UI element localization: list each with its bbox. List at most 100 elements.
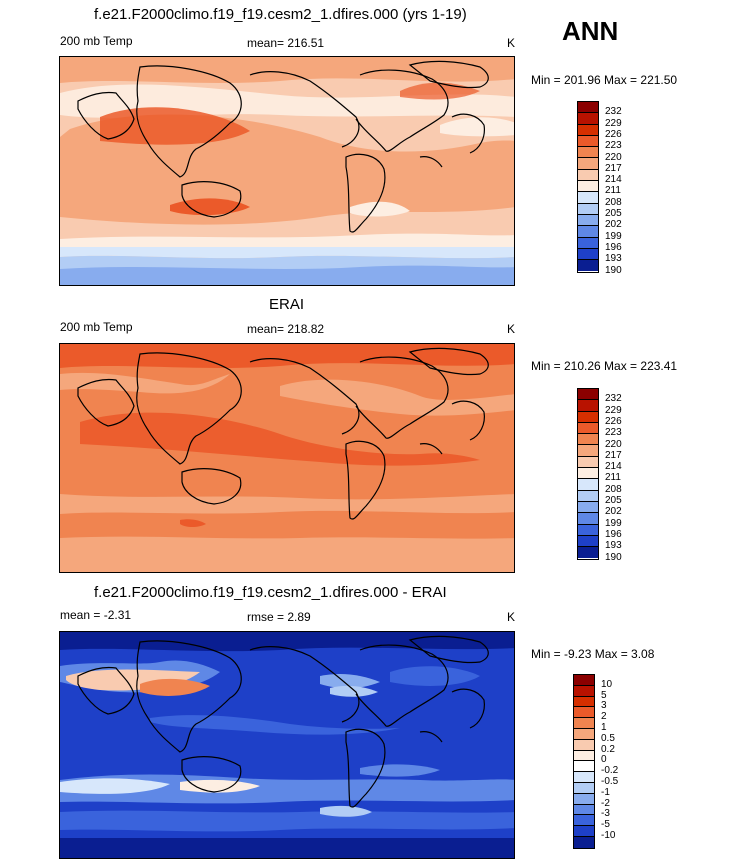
- colorbar-swatch: [578, 468, 598, 480]
- colorbar-swatch: [574, 750, 594, 762]
- colorbar-swatch: [574, 739, 594, 751]
- colorbar-swatch: [574, 815, 594, 827]
- panel2-mean-label: mean= 218.82: [247, 322, 325, 336]
- colorbar-swatch: [578, 389, 598, 401]
- colorbar-swatch: [578, 169, 598, 182]
- colorbar-swatch: [578, 513, 598, 525]
- colorbar-tick-label: 208: [605, 483, 622, 495]
- colorbar-swatch: [574, 675, 594, 686]
- panel1-minmax: Min = 201.96 Max = 221.50: [531, 73, 678, 87]
- colorbar-tick-label: 199: [605, 517, 622, 529]
- colorbar-tick-label: 208: [605, 196, 622, 208]
- colorbar-swatch: [578, 203, 598, 215]
- colorbar-tick-label: 220: [605, 151, 622, 163]
- colorbar-tick-label: 229: [605, 404, 622, 416]
- colorbar-tick-label: 226: [605, 128, 622, 140]
- colorbar-swatch: [578, 490, 598, 502]
- colorbar-tick-label: 205: [605, 495, 622, 506]
- colorbar-tick-label: 10: [601, 678, 613, 690]
- colorbar-swatch: [578, 547, 598, 559]
- colorbar-swatch: [578, 102, 598, 114]
- colorbar-tick-label: 211: [605, 185, 621, 197]
- panel3-title: f.e21.F2000climo.f19_f19.cesm2_1.dfires.…: [94, 584, 447, 601]
- colorbar-swatch: [578, 456, 598, 469]
- colorbar-tick-label: 202: [605, 219, 622, 231]
- colorbar-tick-label: 229: [605, 117, 622, 129]
- colorbar-tick-label: 205: [605, 208, 622, 219]
- colorbar-swatch: [574, 728, 594, 740]
- colorbar-swatch: [578, 147, 598, 159]
- colorbar-swatch: [574, 696, 594, 708]
- colorbar-tick-label: -3: [601, 808, 610, 820]
- colorbar-tick-label: 193: [605, 253, 622, 265]
- colorbar-tick-label: 1: [601, 722, 607, 733]
- colorbar-swatch: [574, 761, 594, 773]
- panel3-colorbar: 10 5 3 2 1 0.5 0.2 0 -0.2 -0.5 -1 -2 -3 -5 -10: [573, 674, 653, 859]
- colorbar-tick-label: 232: [605, 393, 622, 405]
- panel3-minmax: Min = -9.23 Max = 3.08: [531, 647, 655, 661]
- panel2-title: ERAI: [269, 296, 305, 313]
- colorbar-tick-label: 223: [605, 140, 622, 152]
- panel2-variable-label: 200 mb Temp: [60, 320, 133, 334]
- colorbar-tick-label: 223: [605, 427, 622, 439]
- colorbar-tick-label: 226: [605, 415, 622, 427]
- colorbar-tick-label: 190: [605, 264, 622, 276]
- colorbar-tick-label: 202: [605, 506, 622, 518]
- colorbar-swatch: [578, 181, 598, 193]
- colorbar-swatch: [578, 445, 598, 457]
- colorbar-tick-label: 217: [605, 449, 622, 461]
- colorbar-swatch: [578, 535, 598, 548]
- colorbar-tick-label: 232: [605, 106, 622, 118]
- colorbar-tick-label: 190: [605, 551, 622, 563]
- colorbar-swatch: [578, 501, 598, 514]
- colorbar-swatch: [578, 248, 598, 261]
- colorbar-tick-label: 217: [605, 162, 622, 174]
- colorbar-tick-label: -0.5: [601, 776, 619, 787]
- colorbar-tick-label: 214: [605, 461, 622, 473]
- colorbar-swatch: [574, 782, 594, 794]
- panel2-units: K: [507, 322, 516, 336]
- colorbar-swatches: [577, 101, 599, 273]
- colorbar-tick-label: -1: [601, 786, 610, 798]
- colorbar-tick-label: 5: [601, 689, 607, 701]
- panel1-units: K: [507, 36, 516, 50]
- colorbar-tick-label: 0: [601, 754, 607, 766]
- colorbar-tick-label: -0.2: [601, 765, 619, 777]
- colorbar-swatches: [577, 388, 599, 560]
- colorbar-swatch: [574, 685, 594, 697]
- colorbar-swatch: [574, 718, 594, 729]
- colorbar-tick-label: -2: [601, 797, 610, 809]
- colorbar-swatch: [574, 772, 594, 783]
- colorbar-swatch: [578, 192, 598, 204]
- panel1-title: f.e21.F2000climo.f19_f19.cesm2_1.dfires.…: [94, 6, 467, 23]
- colorbar-tick-label: -10: [601, 830, 616, 841]
- colorbar-swatch: [578, 411, 598, 423]
- colorbar-tick-label: 196: [605, 528, 622, 540]
- colorbar-tick-label: 199: [605, 230, 622, 242]
- panel1-colorbar: 232 229 226 223 220 217 214 211 208 205 202 199 196 1…: [577, 101, 657, 281]
- colorbar-tick-label: 0.2: [601, 743, 615, 755]
- colorbar-swatch: [578, 434, 598, 446]
- panel2-map: [59, 343, 515, 573]
- colorbar-tick-label: 193: [605, 540, 622, 552]
- colorbar-swatch: [578, 226, 598, 238]
- colorbar-tick-label: 211: [605, 472, 621, 484]
- colorbar-swatch: [578, 113, 598, 125]
- colorbar-tick-label: 0.5: [601, 732, 615, 744]
- colorbar-swatch: [578, 158, 598, 170]
- panel3-mean-label: mean = -2.31: [60, 608, 132, 622]
- colorbar-tick-label: -5: [601, 819, 610, 831]
- panel2-colorbar: 232 229 226 223 220 217 214 211 208 205 202 199 196 1…: [577, 388, 657, 568]
- colorbar-swatch: [574, 707, 594, 719]
- colorbar-tick-label: 220: [605, 438, 622, 450]
- panel2-minmax: Min = 210.26 Max = 223.41: [531, 359, 678, 373]
- colorbar-tick-label: 196: [605, 241, 622, 253]
- colorbar-tick-label: 214: [605, 174, 622, 186]
- colorbar-swatch: [574, 793, 594, 805]
- colorbar-swatch: [578, 524, 598, 536]
- panel1-map: [59, 56, 515, 286]
- panel3-map: [59, 631, 515, 859]
- colorbar-swatch: [578, 124, 598, 136]
- colorbar-swatch: [578, 422, 598, 435]
- panel3-units: K: [507, 610, 516, 624]
